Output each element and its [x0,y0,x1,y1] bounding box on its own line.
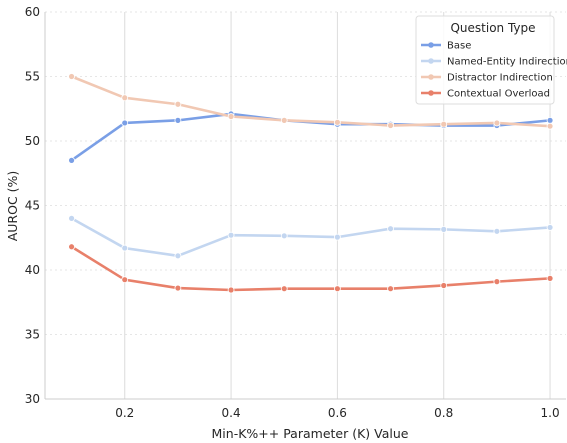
series-lines [68,73,554,294]
data-point [440,120,448,128]
legend-marker [428,74,434,80]
data-point [546,122,554,130]
x-tick-label: 0.2 [115,406,134,420]
data-point [227,113,235,120]
legend-title: Question Type [450,21,535,35]
y-axis-label: AUROC (%) [5,171,20,242]
series-base [68,110,554,164]
data-point [440,225,448,233]
data-point [440,282,448,289]
data-point [546,224,554,231]
series-contextual-overload [68,243,554,294]
y-tick-label: 45 [25,199,40,213]
data-point [387,285,394,293]
data-point [280,285,288,293]
axes: 30 35 40 45 50 55 60 0.2 0.4 0.6 0.8 1.0 [25,5,566,420]
y-tick-label: 50 [25,134,40,148]
series-distractor-indirection [68,73,554,130]
series-line [70,217,552,258]
series-line [70,75,552,128]
y-tick-label: 40 [25,263,40,277]
data-point [546,274,554,282]
data-point [333,118,341,126]
data-point [121,119,129,127]
data-point [174,100,182,108]
data-point [387,225,394,233]
data-point [227,286,235,294]
legend-item: Named-Entity Indirection [421,57,567,68]
data-point [174,116,182,124]
x-tick-label: 0.6 [328,406,347,420]
x-tick-label: 1.0 [541,406,560,420]
series-line [70,245,552,292]
legend-label: Named-Entity Indirection [447,57,567,68]
legend-item: Distractor Indirection [421,73,553,84]
grid [45,11,566,399]
data-point [121,94,129,102]
y-tick-label: 35 [25,328,40,342]
data-point [333,285,341,293]
data-point [280,116,288,124]
data-point [227,231,235,239]
y-tick-label: 30 [25,392,40,406]
data-point [493,119,501,127]
data-point [174,252,182,260]
legend-box [415,15,555,105]
data-point [280,232,288,240]
legend-label: Base [447,41,471,52]
data-point [493,227,501,235]
y-tick-label: 55 [25,70,40,84]
legend-marker [428,90,434,96]
x-tick-label: 0.4 [222,406,241,420]
legend-label: Contextual Overload [447,89,550,100]
legend-item: Contextual Overload [421,89,550,100]
legend-item: Base [421,41,471,52]
data-point [174,284,182,292]
data-point [121,276,129,284]
data-point [121,244,129,252]
legend-marker [428,42,434,48]
legend-label: Distractor Indirection [447,73,553,84]
data-point [68,156,75,164]
x-axis-label: Min-K%++ Parameter (K) Value [212,426,409,441]
data-point [387,122,394,129]
data-point [333,233,341,241]
series-named-entity-indirection [68,214,554,260]
x-tick-label: 0.8 [434,406,453,420]
data-point [546,116,554,124]
legend: Question Type Base Named-Entity Indirecti… [415,15,567,105]
data-point [68,243,75,251]
data-point [493,278,501,286]
legend-marker [428,58,434,64]
y-tick-label: 60 [25,5,40,19]
data-point [68,73,75,80]
data-point [68,214,75,222]
